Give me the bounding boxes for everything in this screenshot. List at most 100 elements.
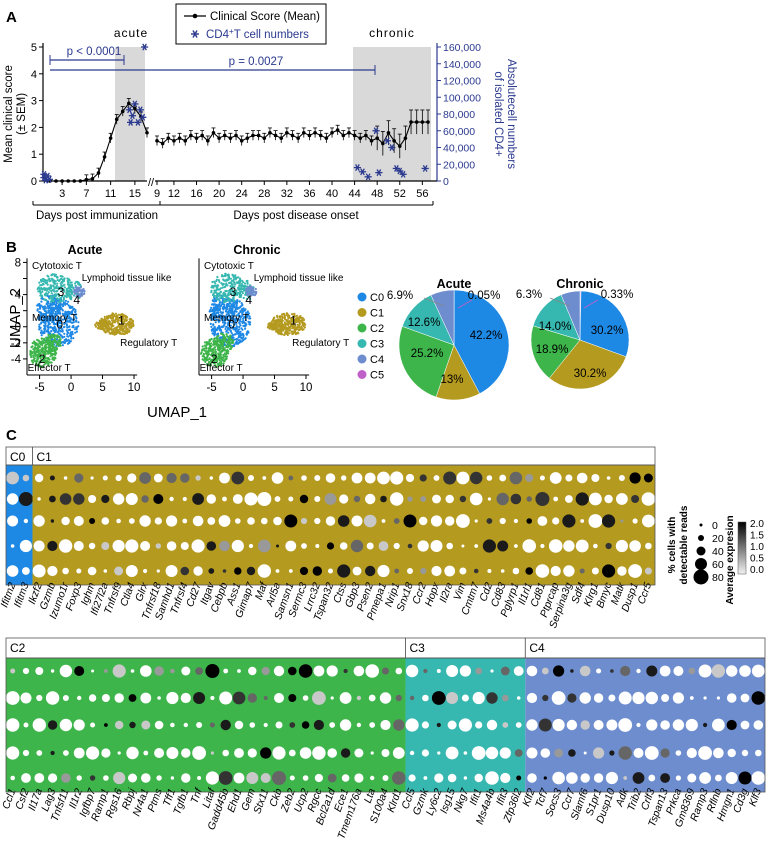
umap-legend-dot [357,354,367,364]
left-tick-label: 3 [31,96,37,108]
dotplot-dot [288,749,296,757]
umap-cell-point [108,322,111,325]
dotplot-dot [672,692,685,704]
umap-cell-point [58,306,61,309]
clinical-score-point [177,136,182,140]
umap-cell-point [123,321,126,324]
umap-cell-point [29,354,32,357]
umap-cell-point [205,342,208,345]
dotplot-dot [353,665,365,677]
dotplot-dot [579,568,585,574]
umap-cell-point [229,329,232,332]
dotplot-dot [421,749,429,757]
dotplot-dot [33,540,45,552]
umap-cell-point [122,314,125,317]
umap-cell-point [60,284,63,287]
axis-break: // [148,177,155,189]
dotplot-dot [727,748,736,758]
umap-cell-point [118,326,121,329]
umap-cell-point [229,309,232,313]
umap-cell-point [68,317,71,320]
umap-cell-point [249,317,252,320]
umap-cell-point [39,284,42,287]
dotplot-dot [526,518,532,524]
umap-cell-point [229,277,232,280]
umap-cell-point [59,304,62,307]
dotplot-dot [430,515,443,527]
umap-cell-point [44,362,47,365]
umap-cell-point [275,320,278,323]
umap-cell-point [78,294,81,297]
dotplot-dot [407,543,413,549]
legend-cd4: CD4+T cell numbers [206,27,309,41]
dotplot-dot [300,517,308,525]
umap-cell-point [51,343,54,346]
clinical-score-point [183,139,188,143]
umap-cell-point [37,318,40,321]
umap-title-acute: Acute [68,243,103,257]
umap-cell-point [208,345,212,348]
umap-cell-point [221,274,224,277]
umap-cell-point [295,327,298,330]
umap-cell-point [35,360,38,363]
umap-cell-point [222,359,225,362]
clinical-score-point [166,136,171,140]
dotplot-dot [22,749,30,757]
umap-cell-point [218,354,221,357]
clinical-score-point [318,133,323,138]
pie-label: 30.2% [574,368,607,380]
umap-cell-point [216,304,219,307]
dotplot-dot [575,539,589,553]
umap-cell-point [214,300,218,303]
dotplot-dot [642,514,655,528]
dotplot-dot [50,750,55,756]
umap-cell-point [63,283,66,286]
dotplot-dot [436,669,441,673]
dotplot-dot [644,567,652,575]
umap-cell-point [63,277,66,280]
umap-cell-point [63,325,66,328]
umap-cell-point [48,350,51,353]
umap-cell-point [228,305,231,308]
panel-label-b: B [6,239,17,256]
clinical-score-point [386,130,391,135]
umap-cell-point [105,325,108,328]
umap-cell-point [229,347,232,350]
dotplot-dot [445,746,459,760]
umap-x-tick-label: 0 [68,382,74,394]
dotplot-dot [596,668,602,674]
clinical-score-point [239,139,244,143]
dotplot-dot [22,667,30,675]
dotplot-dot [726,693,737,703]
clinical-score-point [375,136,379,140]
umap-cell-point [120,314,123,317]
clinical-score-point [194,136,199,140]
umap-cell-point [36,347,40,350]
dotplot-dot [195,475,201,481]
cd4-count-marker [130,112,135,120]
clinical-score-point [285,130,289,135]
umap-cell-point [37,286,40,290]
dotplot-dot [620,665,631,677]
umap-cell-point [286,331,290,335]
umap-cell-point [77,281,80,284]
umap-x-title: UMAP_1 [147,404,207,421]
right-tick-label: 60,000 [443,126,475,138]
dotplot-dot [206,494,216,504]
umap-cell-point [42,283,45,286]
clinical-score-point [78,179,83,183]
umap-cell-point [37,339,40,342]
umap-cell-point [118,331,121,334]
dotplot-dot [363,514,377,528]
umap-cell-point [58,344,61,347]
umap-cell-point [124,331,128,334]
umap-cell-point [238,312,241,315]
dotplot-dot [443,471,457,485]
panel-label-c: C [6,427,17,444]
clinical-score-point [301,130,306,135]
umap-cell-point [63,314,66,317]
dotplot-dot [562,514,576,528]
umap-cell-point [54,353,57,357]
umap-cell-point [226,284,229,287]
pie-label: 6.9% [387,290,413,302]
